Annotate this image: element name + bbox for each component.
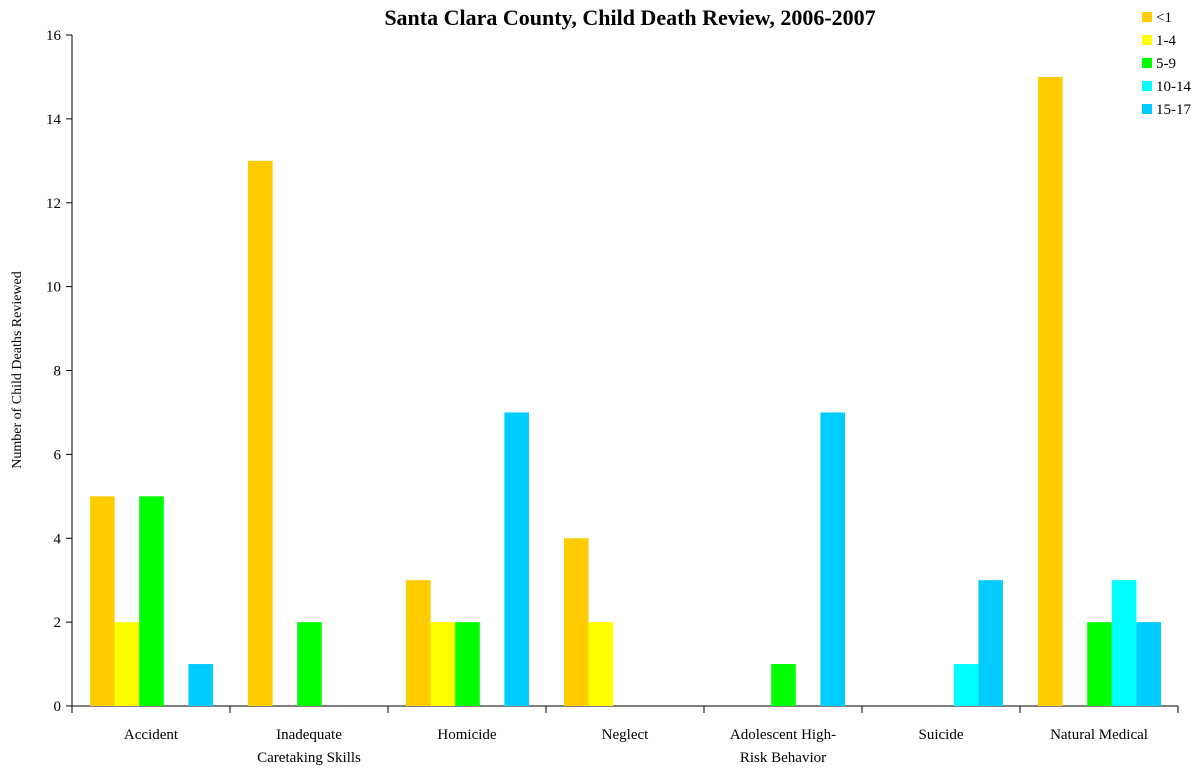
bar [455, 622, 480, 706]
legend-label: <1 [1156, 10, 1172, 26]
bar [978, 580, 1003, 706]
x-tick-label: Risk Behavior [740, 750, 826, 766]
legend-swatch [1142, 58, 1152, 68]
y-tick-label: 14 [46, 112, 62, 128]
x-tick-label: Adolescent High- [730, 727, 836, 743]
bar [1038, 76, 1063, 706]
x-tick-labels: Accident Inadequate Caretaking Skills Homic… [124, 727, 1148, 766]
bar [504, 412, 529, 706]
bar [1087, 622, 1112, 706]
bar [588, 622, 614, 706]
bar [564, 538, 589, 706]
y-tick-label: 4 [54, 531, 62, 547]
bar [820, 412, 845, 706]
bar [406, 580, 431, 706]
x-tick-label: Homicide [437, 727, 496, 743]
bar [114, 622, 140, 706]
legend-swatch [1142, 35, 1152, 45]
y-tick-label: 0 [54, 699, 62, 715]
axes: 0 2 4 6 8 10 12 14 16 [46, 28, 1179, 715]
bar [139, 496, 164, 706]
legend-label: 5-9 [1156, 56, 1176, 72]
y-tick-label: 2 [54, 615, 62, 631]
bar [953, 664, 979, 706]
legend-label: 1-4 [1156, 33, 1176, 49]
bar [1111, 580, 1137, 706]
x-tick-label: Caretaking Skills [257, 750, 361, 766]
bar [188, 664, 213, 706]
y-tick-label: 8 [54, 364, 62, 380]
bar [771, 664, 796, 706]
x-tick-label: Neglect [602, 727, 649, 743]
legend-label: 15-17 [1156, 102, 1191, 118]
y-tick-label: 10 [46, 280, 61, 296]
bar [90, 496, 115, 706]
legend-label: 10-14 [1156, 79, 1191, 95]
bar [297, 622, 322, 706]
bar [430, 622, 456, 706]
y-tick-label: 16 [46, 28, 62, 44]
x-tick-label: Accident [124, 727, 179, 743]
y-tick-label: 6 [54, 447, 62, 463]
y-tick-label: 12 [46, 196, 61, 212]
x-tick-label: Natural Medical [1050, 727, 1148, 743]
legend-swatch [1142, 81, 1152, 91]
bar [248, 160, 273, 706]
x-tick-label: Inadequate [276, 727, 342, 743]
bars [90, 76, 1161, 706]
legend: <1 1-4 5-9 10-14 15-17 [1142, 10, 1191, 118]
y-axis-label: Number of Child Deaths Reviewed [10, 271, 25, 469]
legend-swatch [1142, 104, 1152, 114]
chart-title: Santa Clara County, Child Death Review, … [384, 5, 875, 30]
bar [1136, 622, 1161, 706]
x-tick-label: Suicide [919, 727, 964, 743]
legend-swatch [1142, 12, 1152, 22]
